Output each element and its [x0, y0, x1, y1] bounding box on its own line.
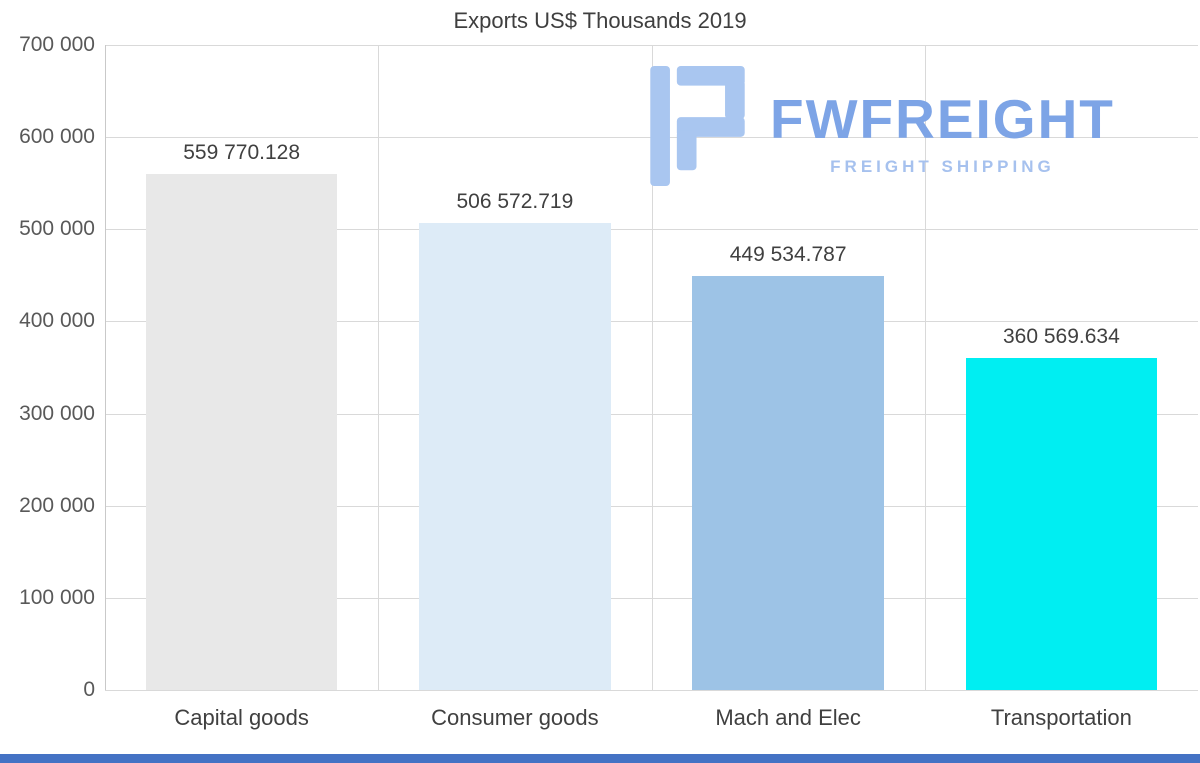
bar-value-label: 506 572.719 — [456, 190, 574, 214]
footer-strip — [0, 754, 1200, 763]
bar-mach-and-elec — [692, 275, 884, 690]
x-category-label: Consumer goods — [431, 705, 599, 730]
brand-tagline: FREIGHT SHIPPING — [830, 157, 1055, 176]
brand-text-block: FWFREIGHT FREIGHT SHIPPING — [770, 92, 1115, 177]
y-tick-label: 300 000 — [19, 401, 95, 425]
y-tick-label: 0 — [83, 678, 95, 701]
bar-value-label: 449 534.787 — [729, 242, 847, 266]
bar-consumer-goods — [419, 223, 611, 690]
fwfreight-logo-icon — [650, 66, 745, 186]
v-gridline — [378, 45, 380, 690]
h-gridline — [105, 690, 1198, 691]
y-tick-label: 200 000 — [19, 493, 95, 517]
v-gridline — [651, 45, 653, 690]
x-category-label: Capital goods — [174, 705, 309, 730]
chart-title: Exports US$ Thousands 2019 — [453, 8, 747, 33]
brand-watermark: FWFREIGHT FREIGHT SHIPPING — [650, 66, 1115, 186]
x-category-label: Mach and Elec — [715, 705, 861, 730]
brand-name: FWFREIGHT — [770, 88, 1115, 150]
y-tick-label: 400 000 — [19, 309, 95, 333]
y-tick-label: 500 000 — [19, 217, 95, 241]
x-category-label: Transportation — [990, 705, 1132, 730]
y-tick-label: 600 000 — [19, 125, 95, 149]
bar-transportation — [965, 357, 1157, 690]
bar-capital-goods — [145, 174, 338, 690]
y-tick-label: 700 000 — [19, 33, 95, 56]
y-axis-line — [105, 45, 106, 690]
v-gridline — [924, 45, 926, 690]
y-tick-label: 100 000 — [19, 585, 95, 609]
bar-value-label: 559 770.128 — [183, 141, 301, 165]
bar-value-label: 360 569.634 — [1002, 324, 1120, 348]
